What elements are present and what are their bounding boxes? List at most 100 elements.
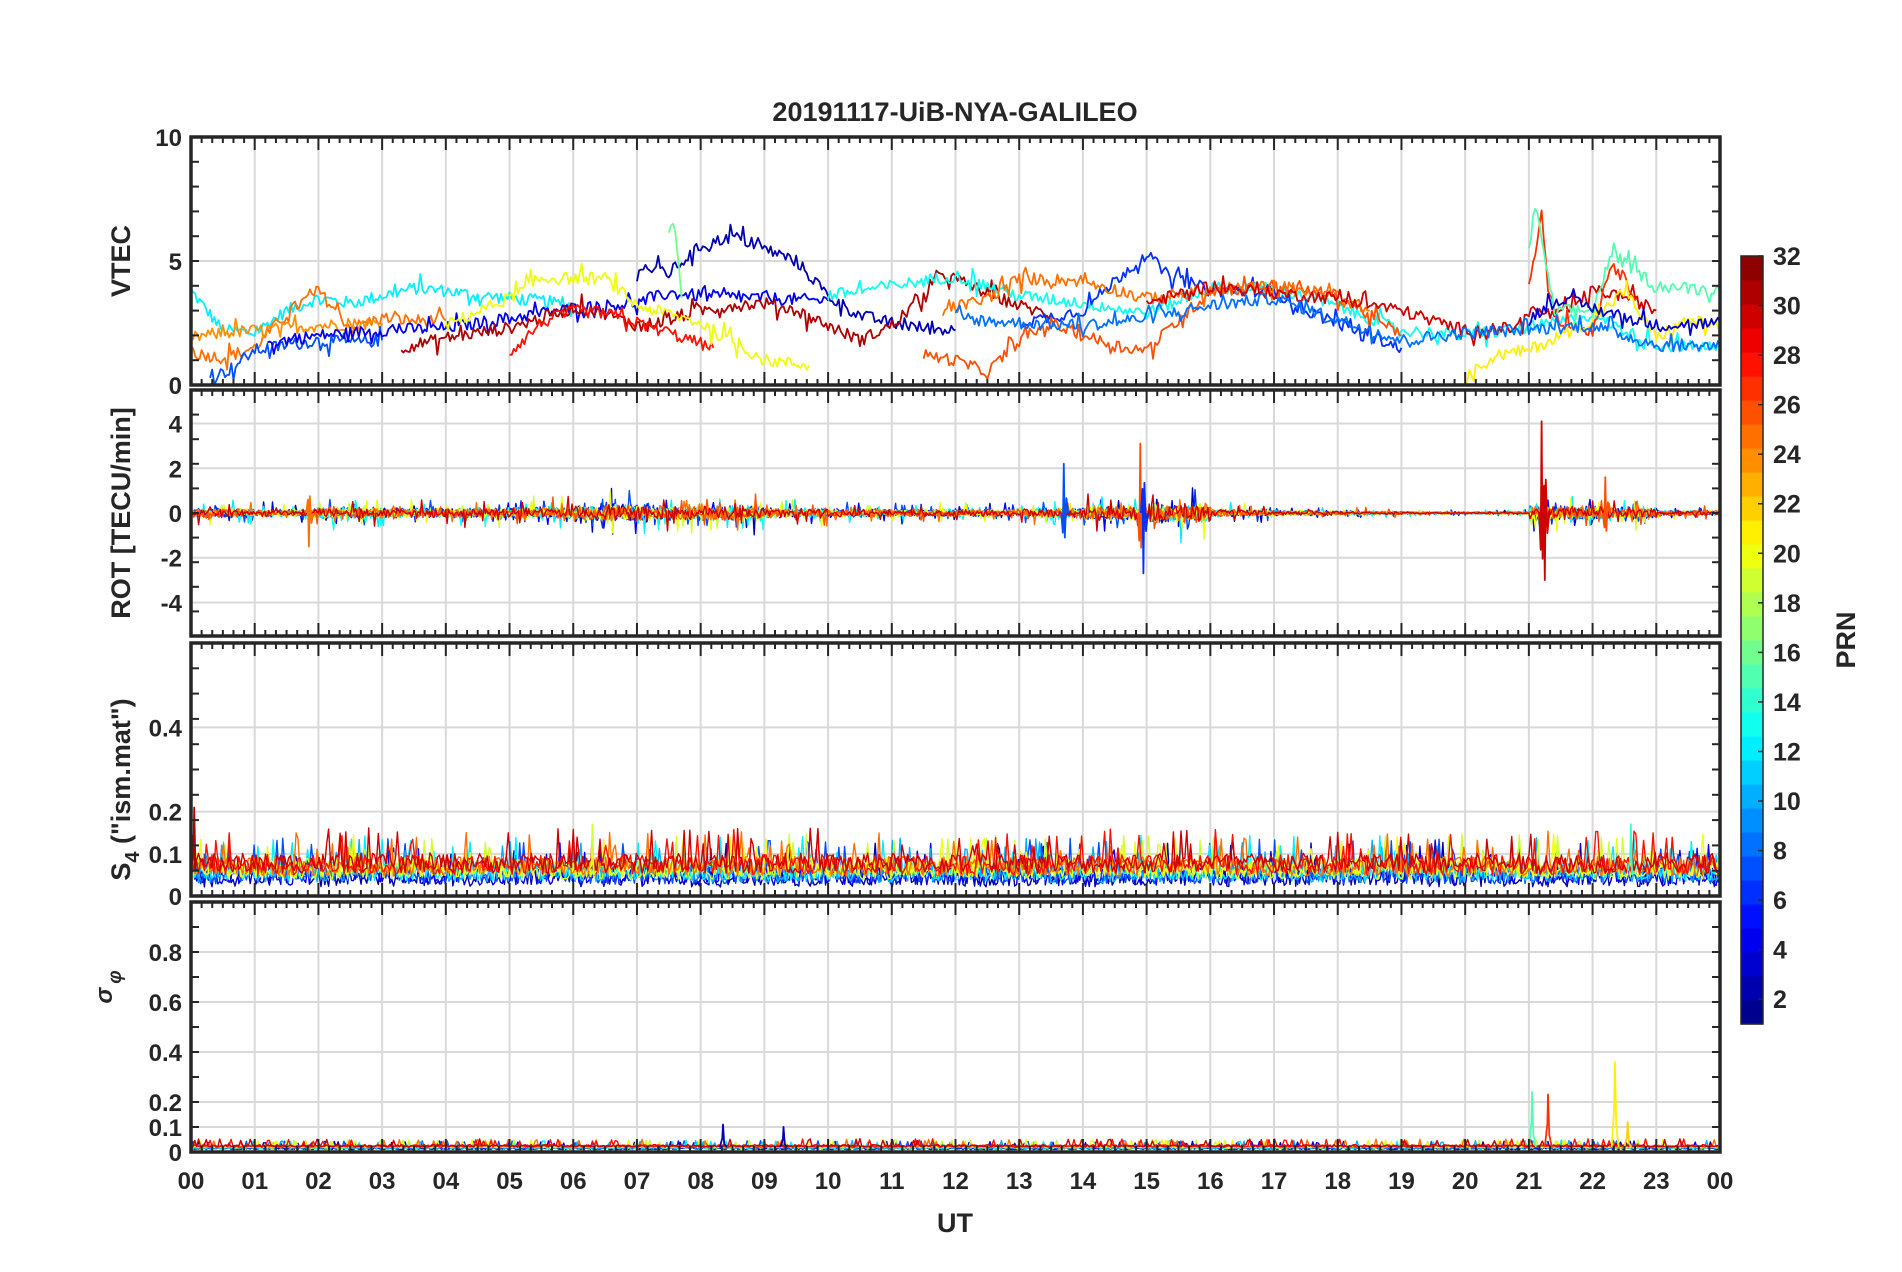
x-tick-label: 21 — [1516, 1168, 1543, 1195]
colorbar-swatch — [1741, 808, 1763, 833]
colorbar-tick-label: 4 — [1773, 937, 1787, 965]
y-tick-label: 4 — [169, 412, 183, 439]
x-tick-label: 12 — [942, 1168, 969, 1195]
x-tick-label: 15 — [1133, 1168, 1160, 1195]
sigma-phi-spike — [1610, 1061, 1620, 1148]
axes-box — [189, 135, 1722, 387]
colorbar-swatch — [1741, 640, 1763, 665]
s4-series-prn-28 — [191, 828, 1719, 876]
colorbar-tick-label: 26 — [1773, 392, 1801, 420]
vtec-series-prn-25 — [941, 266, 1370, 317]
colorbar-tick-label: 28 — [1773, 342, 1801, 370]
x-tick-label: 00 — [1707, 1168, 1734, 1195]
y-tick-label: 0.6 — [149, 990, 182, 1017]
colorbar-swatch — [1741, 400, 1763, 425]
y-tick-label: 0.1 — [149, 1115, 182, 1142]
colorbar-swatch — [1741, 856, 1763, 881]
colorbar-swatch — [1741, 784, 1763, 809]
rot-spike — [1140, 481, 1149, 575]
vtec-series-prn-28 — [509, 303, 715, 356]
colorbar-swatch — [1741, 328, 1763, 353]
y-label-sub: φ — [105, 970, 126, 983]
colorbar-swatch — [1741, 568, 1763, 593]
s4-spike — [1626, 823, 1636, 876]
rot-spike — [305, 495, 315, 548]
colorbar-tick-label: 10 — [1773, 788, 1801, 816]
chart-title: 20191117-UiB-NYA-GALILEO — [772, 97, 1137, 127]
x-tick-label: 19 — [1388, 1168, 1415, 1195]
vtec-series-prn-24 — [191, 314, 383, 342]
vtec-series-prn-8 — [954, 292, 1720, 353]
colorbar-tick-label: 6 — [1773, 887, 1787, 915]
y-label-main: σ — [91, 987, 118, 1004]
y-tick-label: 0.1 — [149, 842, 182, 869]
colorbar-swatch — [1741, 712, 1763, 737]
colorbar-swatch — [1741, 352, 1763, 377]
rot-spike — [1541, 478, 1551, 581]
colorbar-box — [1740, 255, 1764, 1025]
rot-series-prn-30 — [191, 493, 1720, 532]
y-tick-label: 0 — [169, 1140, 182, 1167]
colorbar-swatch — [1741, 976, 1763, 1001]
sigma-phi-spike — [1623, 1121, 1633, 1148]
x-tick-label: 11 — [879, 1168, 904, 1195]
panel-s4: 00.10.20.4S4 ("ism.mat") — [106, 641, 1722, 911]
colorbar-tick-label: 14 — [1773, 689, 1801, 717]
vtec-series-prn-12 — [191, 273, 575, 337]
x-tick-label: 06 — [560, 1168, 587, 1195]
x-tick-label: 18 — [1324, 1168, 1351, 1195]
axes-box — [189, 388, 1722, 638]
colorbar-tick-label: 2 — [1773, 986, 1787, 1014]
colorbar-swatch — [1741, 520, 1763, 545]
colorbar-swatch — [1741, 472, 1763, 497]
colorbar-swatch — [1741, 448, 1763, 473]
colorbar-tick-label: 30 — [1773, 293, 1801, 321]
vtec-series-prn-7 — [209, 325, 383, 385]
s4-series-prn-25 — [191, 830, 1719, 877]
panel-rot: -4 -2 0 2 4 ROT [TECU/min] — [106, 388, 1722, 638]
colorbar-swatch — [1741, 1000, 1763, 1025]
colorbar-swatch — [1741, 928, 1763, 953]
y-tick-label: 0.8 — [149, 940, 182, 967]
colorbar-swatch — [1741, 592, 1763, 617]
colorbar-swatch — [1741, 736, 1763, 761]
colorbar-swatch — [1741, 616, 1763, 641]
x-tick-labels: 00 01 02 03 04 05 06 07 08 09 10 11 12 13 14 15 16 17 18 19… — [178, 1168, 1734, 1195]
y-tick-label: -4 — [161, 590, 183, 617]
y-axis-label: VTEC — [106, 225, 136, 297]
x-tick-label: 03 — [369, 1168, 396, 1195]
colorbar-tick-label: 16 — [1773, 639, 1801, 667]
sigma-phi-spike — [1543, 1093, 1553, 1148]
y-tick-label: 0 — [169, 373, 182, 400]
colorbar-tick-label: 18 — [1773, 590, 1801, 618]
panel-sigma_phi: 00.10.2 0.4 0.6 0.8 σφ — [91, 900, 1722, 1167]
y-axis-label: ROT [TECU/min] — [106, 407, 136, 618]
axes-box — [189, 641, 1722, 898]
x-tick-label: 04 — [432, 1168, 459, 1195]
colorbar-tick-label: 24 — [1773, 441, 1801, 469]
vtec-series-prn-15 — [1528, 207, 1720, 321]
x-tick-label: 14 — [1070, 1168, 1097, 1195]
x-tick-label: 17 — [1261, 1168, 1288, 1195]
data-layer — [191, 806, 1719, 888]
y-axis-label: σφ — [91, 970, 126, 1003]
colorbar-swatch — [1741, 952, 1763, 977]
sigma-phi-spike — [779, 1126, 788, 1148]
vtec-series-prn-3 — [1528, 288, 1720, 337]
colorbar-swatch — [1741, 496, 1763, 521]
y-tick-label: 0.2 — [149, 800, 182, 827]
x-tick-label: 07 — [624, 1168, 651, 1195]
y-tick-label: -2 — [161, 546, 182, 573]
x-tick-label: 22 — [1579, 1168, 1606, 1195]
x-axis-label: UT — [937, 1208, 973, 1238]
y-label-main: S — [106, 863, 136, 881]
x-tick-label: 10 — [815, 1168, 842, 1195]
rot-spike — [1060, 462, 1070, 539]
vtec-series-prn-4 — [267, 284, 829, 355]
colorbar-swatch — [1741, 832, 1763, 857]
x-tick-label: 09 — [751, 1168, 778, 1195]
colorbar-swatch — [1741, 280, 1763, 305]
colorbar-swatch — [1741, 424, 1763, 449]
